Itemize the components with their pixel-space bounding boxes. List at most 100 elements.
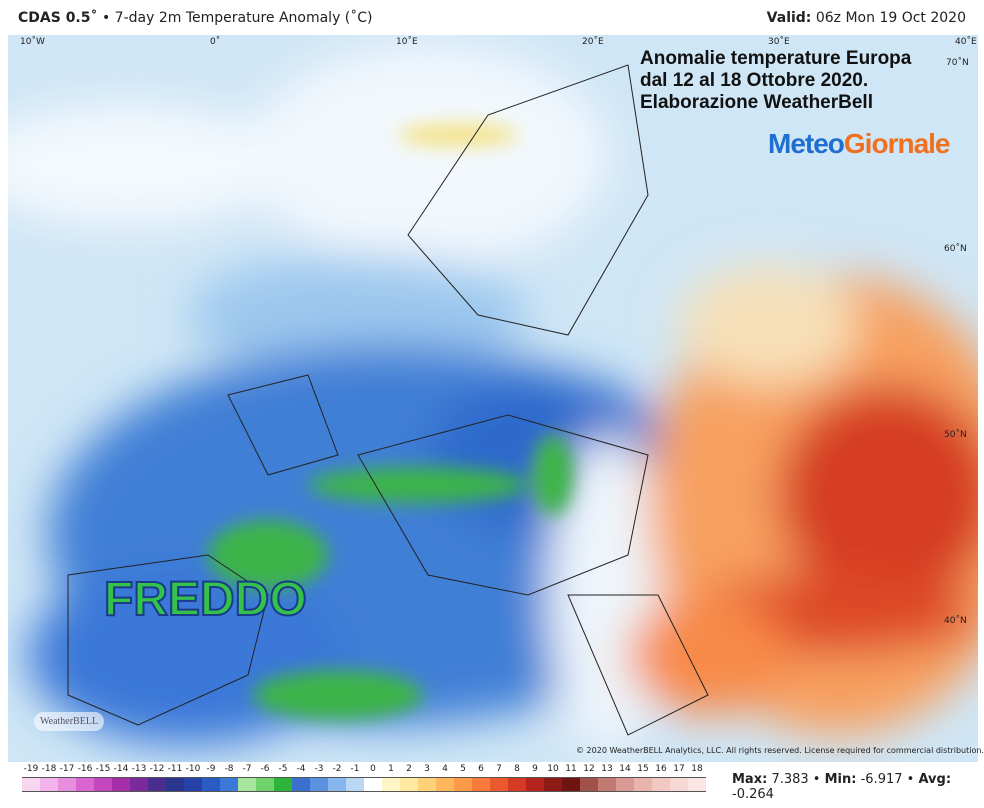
- colorbar-cell: [382, 777, 400, 792]
- colorbar-tick-label: 0: [370, 764, 376, 774]
- max-label: Max:: [732, 772, 768, 787]
- colorbar-tick-label: 4: [442, 764, 448, 774]
- colorbar-tick-label: 16: [655, 764, 667, 774]
- colorbar-tick-label: -6: [260, 764, 270, 774]
- colorbar-cell: [274, 777, 292, 792]
- colorbar-tick-label: -10: [185, 764, 201, 774]
- colorbar-tick-label: -4: [296, 764, 306, 774]
- colorbar-cell: [562, 777, 580, 792]
- overlay-line: Elaborazione WeatherBell: [640, 92, 873, 113]
- colorbar-cell: [130, 777, 148, 792]
- valid: Valid: 06z Mon 19 Oct 2020: [767, 10, 966, 26]
- lon-label: 0˚: [210, 37, 221, 47]
- valid-label: Valid:: [766, 10, 812, 26]
- overlay-line: Anomalie temperature Europa: [640, 48, 912, 69]
- lon-label: 20˚E: [582, 37, 604, 47]
- avg: -0.264: [732, 787, 774, 802]
- colorbar-cell: [490, 777, 508, 792]
- freddo: FREDDO: [103, 572, 308, 627]
- valid-time: 06z Mon 19 Oct 2020: [815, 10, 966, 26]
- colorbar-tick-label: -7: [242, 764, 252, 774]
- colorbar-cell: [526, 777, 544, 792]
- colorbar-cell: [220, 777, 238, 792]
- colorbar-cell: [166, 777, 184, 792]
- product: • 7-day 2m Temperature Anomaly (˚C): [101, 10, 373, 26]
- colorbar-cell: [148, 777, 166, 792]
- colorbar-cell: [292, 777, 310, 792]
- overlay-line: dal 12 al 18 Ottobre 2020.: [640, 70, 869, 91]
- colorbar-cell: [94, 777, 112, 792]
- colorbar-tick-label: 7: [496, 764, 502, 774]
- overlay-text: Anomalie temperature Europa dal 12 al 18 …: [640, 48, 911, 114]
- colorbar-cell: [310, 777, 328, 792]
- watermark: WeatherBELL: [34, 712, 105, 731]
- map: [8, 35, 978, 762]
- colorbar-tick-label: 17: [673, 764, 685, 774]
- colorbar-tick-label: -2: [332, 764, 342, 774]
- colorbar-cell: [544, 777, 562, 792]
- colorbar-cell: [634, 777, 652, 792]
- colorbar-cell: [598, 777, 616, 792]
- colorbar-tick-label: 18: [691, 764, 703, 774]
- colorbar-cell: [472, 777, 490, 792]
- colorbar-tick-label: -8: [224, 764, 234, 774]
- colorbar-cell: [202, 777, 220, 792]
- colorbar-tick-label: -13: [131, 764, 147, 774]
- stats: Max: 7.383 • Min: -6.917 • Avg: -0.264: [732, 772, 952, 802]
- lat-label: 60˚N: [944, 244, 967, 254]
- colorbar-cell: [688, 777, 706, 792]
- lon-label: 10˚E: [396, 37, 418, 47]
- colorbar-cell: [76, 777, 94, 792]
- colorbar-tick-label: 8: [514, 764, 520, 774]
- colorbar-tick-label: 9: [532, 764, 538, 774]
- colorbar-cell: [454, 777, 472, 792]
- colorbar-tick-label: -9: [206, 764, 216, 774]
- colorbar-tick-label: 12: [583, 764, 595, 774]
- colorbar-cell: [112, 777, 130, 792]
- lon-label: 40˚E: [955, 37, 977, 47]
- colorbar-cell: [238, 777, 256, 792]
- avg-label: Avg:: [918, 772, 952, 787]
- colorbar-tick-label: 3: [424, 764, 430, 774]
- colorbar-cell: [184, 777, 202, 792]
- max: 7.383: [771, 772, 809, 787]
- colorbar-cell: [328, 777, 346, 792]
- colorbar-cell: [580, 777, 598, 792]
- colorbar-tick-label: 10: [547, 764, 559, 774]
- logo: MeteoGiornale: [768, 128, 950, 160]
- model: CDAS 0.5˚: [18, 10, 98, 26]
- colorbar-tick-label: 14: [619, 764, 631, 774]
- colorbar-tick-label: -18: [41, 764, 57, 774]
- colorbar-cell: [400, 777, 418, 792]
- min-label: Min:: [824, 772, 857, 787]
- colorbar-tick-label: -14: [113, 764, 129, 774]
- colorbar-tick-label: -11: [167, 764, 183, 774]
- colorbar-cell: [40, 777, 58, 792]
- lat-label: 70˚N: [946, 58, 969, 68]
- logo-b: Giornale: [843, 128, 951, 159]
- colorbar-tick-label: 1: [388, 764, 394, 774]
- colorbar-tick-label: -16: [77, 764, 93, 774]
- lat-label: 50˚N: [944, 430, 967, 440]
- logo-a: Meteo: [768, 128, 845, 159]
- colorbar-tick-label: 6: [478, 764, 484, 774]
- colorbar-cell: [508, 777, 526, 792]
- colorbar-cell: [436, 777, 454, 792]
- colorbar-cell: [652, 777, 670, 792]
- colorbar-cell: [616, 777, 634, 792]
- copyright: © 2020 WeatherBELL Analytics, LLC. All r…: [576, 746, 984, 755]
- colorbar-tick-label: -17: [59, 764, 75, 774]
- colorbar-tick-label: 15: [637, 764, 649, 774]
- colorbar-cell: [256, 777, 274, 792]
- lat-label: 40˚N: [944, 616, 967, 626]
- colorbar-cell: [418, 777, 436, 792]
- colorbar-tick-label: -1: [350, 764, 360, 774]
- colorbar-cell: [346, 777, 364, 792]
- colorbar-tick-label: 11: [565, 764, 577, 774]
- lon-label: 30˚E: [768, 37, 790, 47]
- colorbar-tick-label: 2: [406, 764, 412, 774]
- colorbar-cell: [22, 777, 40, 792]
- lon-label: 10˚W: [20, 37, 45, 47]
- colorbar-tick-label: 5: [460, 764, 466, 774]
